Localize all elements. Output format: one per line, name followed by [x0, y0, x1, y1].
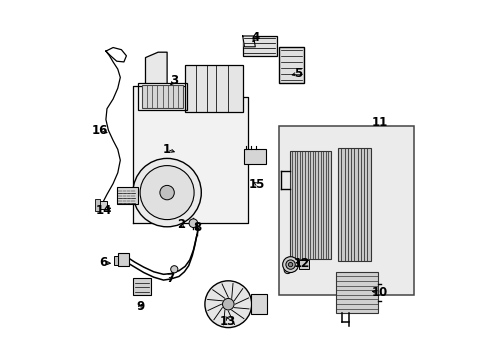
- Bar: [97, 201, 107, 209]
- Bar: [337, 148, 370, 261]
- Bar: [298, 260, 308, 269]
- Text: 16: 16: [91, 124, 108, 137]
- Bar: [95, 199, 100, 211]
- Polygon shape: [145, 52, 167, 83]
- Text: 4: 4: [251, 31, 259, 44]
- Circle shape: [160, 185, 174, 200]
- Text: 3: 3: [170, 75, 178, 87]
- Circle shape: [133, 158, 201, 227]
- Text: 1: 1: [163, 143, 171, 156]
- Circle shape: [189, 219, 197, 228]
- Bar: [118, 253, 128, 266]
- Bar: [185, 65, 242, 112]
- Bar: [138, 83, 186, 110]
- Text: 13: 13: [220, 315, 236, 328]
- Text: 11: 11: [370, 116, 387, 129]
- Text: 12: 12: [293, 257, 309, 270]
- Circle shape: [284, 266, 291, 274]
- Text: 7: 7: [165, 273, 174, 285]
- Bar: [114, 256, 118, 265]
- Bar: [244, 149, 265, 164]
- Text: 14: 14: [95, 204, 111, 217]
- Text: 2: 2: [177, 219, 185, 231]
- Text: 6: 6: [99, 256, 107, 269]
- Circle shape: [204, 281, 251, 328]
- Text: 10: 10: [370, 286, 387, 299]
- Bar: [278, 126, 413, 295]
- Circle shape: [140, 166, 194, 220]
- Bar: [117, 187, 137, 204]
- Text: 8: 8: [192, 221, 201, 234]
- Polygon shape: [133, 86, 247, 223]
- Text: 9: 9: [136, 300, 144, 313]
- Bar: [242, 36, 276, 56]
- Bar: [250, 294, 266, 314]
- Circle shape: [288, 262, 292, 267]
- Circle shape: [222, 298, 234, 310]
- Text: 15: 15: [248, 178, 265, 191]
- Bar: [278, 47, 303, 83]
- Circle shape: [285, 260, 295, 269]
- Circle shape: [170, 266, 178, 273]
- Circle shape: [282, 257, 298, 273]
- Bar: [336, 272, 377, 313]
- Bar: [133, 278, 151, 295]
- Bar: [289, 151, 330, 259]
- Bar: [142, 85, 183, 108]
- Text: 5: 5: [293, 67, 301, 80]
- Polygon shape: [242, 36, 255, 47]
